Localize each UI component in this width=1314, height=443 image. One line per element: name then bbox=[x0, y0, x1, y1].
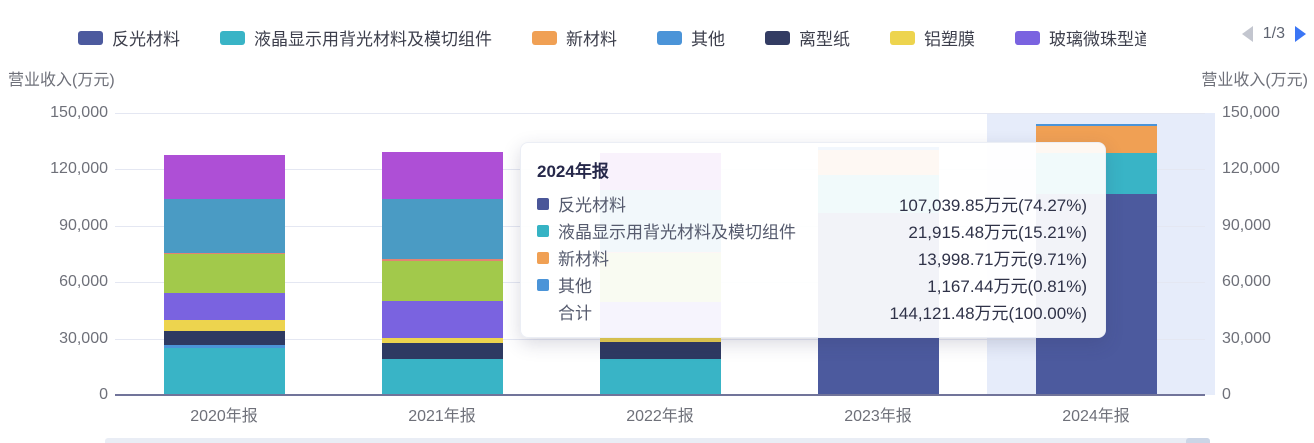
tooltip-row-value: 21,915.48万元(15.21%) bbox=[908, 223, 1087, 242]
y-tick-label-right: 30,000 bbox=[1222, 329, 1271, 347]
bar-segment-液晶显示用背光材料及模切组件[interactable] bbox=[163, 348, 285, 395]
bar-segment-离型纸[interactable] bbox=[599, 342, 721, 360]
tooltip-row-value: 1,167.44万元(0.81%) bbox=[927, 277, 1087, 296]
legend-item-label: 新材料 bbox=[566, 30, 617, 49]
legend-swatch-icon bbox=[78, 30, 103, 45]
legend-swatch-icon bbox=[1015, 30, 1040, 45]
tooltip-row-0: 反光材料 107,039.85万元(74.27%) bbox=[537, 190, 1087, 217]
bar-segment-series-8[interactable] bbox=[381, 258, 503, 261]
tooltip-row-value: 107,039.85万元(74.27%) bbox=[898, 196, 1087, 215]
bar-segment-铝塑膜[interactable] bbox=[381, 337, 503, 344]
tooltip-series-swatch-icon bbox=[537, 224, 549, 237]
y-tick-label-left: 150,000 bbox=[50, 104, 108, 121]
bar-segment-series-9[interactable] bbox=[381, 199, 503, 259]
bar-segment-液晶显示用背光材料及模切组件[interactable] bbox=[599, 359, 721, 395]
tooltip-row-4: 合计 144,121.48万元(100.00%) bbox=[537, 298, 1087, 325]
y-tick-label-left: 30,000 bbox=[59, 329, 108, 347]
y-tick-label-left: 120,000 bbox=[50, 160, 108, 178]
x-axis-label: 2021年报 bbox=[408, 408, 476, 425]
datazoom-slider[interactable] bbox=[105, 438, 1210, 443]
bar-segment-其他[interactable] bbox=[1035, 124, 1157, 127]
bar-segment-铝塑膜[interactable] bbox=[163, 319, 285, 332]
bar-segment-离型纸[interactable] bbox=[381, 343, 503, 360]
bar-segment-铝塑膜[interactable] bbox=[599, 337, 721, 343]
legend-item-label: 其他 bbox=[691, 30, 725, 49]
legend-item-1[interactable]: 液晶显示用背光材料及模切组件 bbox=[220, 25, 492, 50]
tooltip-row-value: 144,121.48万元(100.00%) bbox=[889, 304, 1087, 323]
bar-segment-series-10[interactable] bbox=[381, 152, 503, 200]
legend-swatch-icon bbox=[890, 30, 915, 45]
legend-item-0[interactable]: 反光材料 bbox=[78, 25, 180, 50]
bar-segment-其他[interactable] bbox=[163, 345, 285, 348]
legend-swatch-icon bbox=[220, 30, 245, 45]
legend-item-2[interactable]: 新材料 bbox=[532, 25, 617, 50]
tooltip-series-swatch-icon bbox=[537, 197, 549, 210]
legend-pager: 1/3 bbox=[1241, 25, 1306, 43]
legend-item-6[interactable]: 玻璃微珠型道 bbox=[1015, 25, 1146, 50]
legend-item-label: 反光材料 bbox=[112, 30, 180, 49]
bar-segment-玻璃微珠型道[interactable] bbox=[381, 301, 503, 338]
legend-item-3[interactable]: 其他 bbox=[657, 25, 725, 50]
bar-segment-series-9[interactable] bbox=[163, 198, 285, 254]
y-tick-label-right: 120,000 bbox=[1222, 160, 1280, 178]
y-tick-label-right: 60,000 bbox=[1222, 273, 1271, 291]
legend-item-label: 离型纸 bbox=[799, 30, 850, 49]
legend-item-label: 玻璃微珠型道 bbox=[1049, 30, 1146, 49]
tooltip-row-1: 液晶显示用背光材料及模切组件 21,915.48万元(15.21%) bbox=[537, 217, 1087, 244]
legend-swatch-icon bbox=[765, 30, 790, 45]
tooltip-row-label: 其他 bbox=[558, 277, 592, 296]
bar-segment-离型纸[interactable] bbox=[163, 331, 285, 346]
bar-segment-series-7[interactable] bbox=[163, 254, 285, 293]
bar-segment-液晶显示用背光材料及模切组件[interactable] bbox=[381, 359, 503, 395]
tooltip-rows: 反光材料 107,039.85万元(74.27%) 液晶显示用背光材料及模切组件 21… bbox=[537, 190, 1087, 325]
bar-2020年报[interactable] bbox=[163, 154, 285, 395]
y-tick-label-right: 150,000 bbox=[1222, 104, 1280, 121]
tooltip-series-swatch-icon bbox=[537, 251, 549, 264]
tooltip-row-label: 合计 bbox=[558, 304, 592, 323]
tooltip-row-label: 反光材料 bbox=[558, 196, 626, 215]
bar-segment-series-8[interactable] bbox=[163, 253, 285, 254]
y-tick-label-right: 0 bbox=[1222, 386, 1231, 403]
tooltip-row-3: 其他 1,167.44万元(0.81%) bbox=[537, 271, 1087, 298]
legend-swatch-icon bbox=[657, 30, 682, 45]
tooltip-row-label: 新材料 bbox=[558, 250, 609, 269]
x-axis-label: 2024年报 bbox=[1062, 408, 1130, 425]
y-tick-label-left: 0 bbox=[99, 386, 108, 403]
y-tick-label-left: 90,000 bbox=[59, 216, 108, 234]
legend-next-icon[interactable] bbox=[1295, 26, 1306, 42]
bar-segment-series-7[interactable] bbox=[381, 260, 503, 301]
x-axis-label: 2020年报 bbox=[190, 408, 258, 425]
legend-page-indicator: 1/3 bbox=[1262, 25, 1285, 42]
legend-swatch-icon bbox=[532, 30, 557, 45]
tooltip-title: 2024年报 bbox=[537, 162, 609, 181]
legend-item-4[interactable]: 离型纸 bbox=[765, 25, 850, 50]
chart-tooltip: 2024年报 反光材料 107,039.85万元(74.27%) 液晶显示用背光材料… bbox=[520, 142, 1106, 338]
legend-prev-icon[interactable] bbox=[1241, 26, 1253, 42]
bar-2021年报[interactable] bbox=[381, 152, 503, 395]
y-tick-label-right: 90,000 bbox=[1222, 216, 1271, 234]
y-axis-title-left: 营业收入(万元) bbox=[8, 72, 115, 89]
gridline bbox=[115, 113, 1205, 114]
x-axis-line bbox=[115, 394, 1205, 396]
y-tick-label-left: 60,000 bbox=[59, 273, 108, 291]
legend-item-label: 铝塑膜 bbox=[924, 30, 975, 49]
tooltip-row-value: 13,998.71万元(9.71%) bbox=[917, 250, 1087, 269]
tooltip-row-2: 新材料 13,998.71万元(9.71%) bbox=[537, 244, 1087, 271]
datazoom-handle[interactable] bbox=[1186, 438, 1210, 443]
tooltip-series-swatch-icon bbox=[537, 278, 549, 291]
bar-segment-series-10[interactable] bbox=[163, 154, 285, 199]
tooltip-swatch-spacer bbox=[537, 306, 549, 318]
legend: 反光材料 液晶显示用背光材料及模切组件 新材料 其他 离型纸 铝塑膜 玻璃微珠型道 bbox=[78, 25, 1146, 50]
y-axis-title-right: 营业收入(万元) bbox=[1201, 72, 1308, 89]
legend-item-label: 液晶显示用背光材料及模切组件 bbox=[254, 30, 492, 49]
tooltip-row-label: 液晶显示用背光材料及模切组件 bbox=[558, 223, 796, 242]
bar-segment-玻璃微珠型道[interactable] bbox=[163, 292, 285, 320]
legend-item-5[interactable]: 铝塑膜 bbox=[890, 25, 975, 50]
x-axis-label: 2023年报 bbox=[844, 408, 912, 425]
x-axis-label: 2022年报 bbox=[626, 408, 694, 425]
